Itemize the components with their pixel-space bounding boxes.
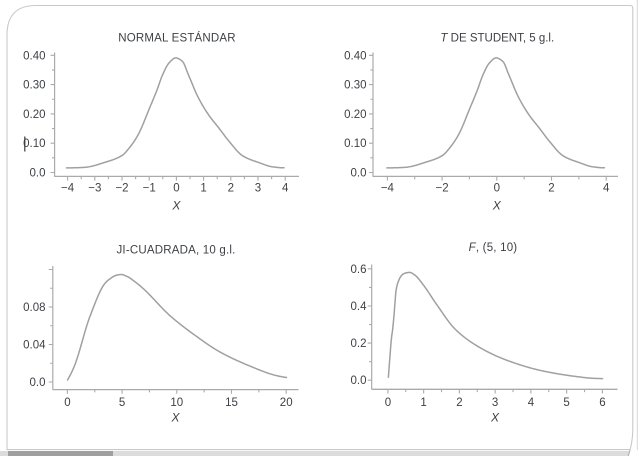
svg-text:0.30: 0.30: [344, 80, 366, 92]
svg-text:0.20: 0.20: [23, 109, 45, 121]
svg-text:NORMAL ESTÁNDAR: NORMAL ESTÁNDAR: [118, 32, 236, 45]
svg-text:1: 1: [200, 183, 206, 195]
svg-text:2: 2: [228, 183, 234, 195]
svg-text:0.0: 0.0: [30, 377, 46, 389]
svg-text:0.4: 0.4: [351, 301, 368, 313]
svg-text:0: 0: [385, 397, 391, 409]
svg-text:−2: −2: [436, 183, 449, 195]
svg-text:4: 4: [603, 183, 610, 195]
svg-text:0: 0: [64, 397, 70, 409]
svg-text:−4: −4: [61, 183, 75, 195]
svg-text:X: X: [171, 199, 181, 213]
svg-text:5: 5: [563, 397, 569, 409]
svg-text:0.04: 0.04: [23, 340, 46, 352]
svg-text:5: 5: [119, 397, 125, 409]
svg-text:X: X: [170, 411, 180, 425]
svg-text:0.6: 0.6: [351, 264, 367, 276]
svg-text:0.30: 0.30: [23, 80, 45, 92]
svg-text:−1: −1: [143, 183, 156, 195]
svg-text:15: 15: [225, 397, 238, 409]
svg-text:4: 4: [282, 183, 289, 195]
svg-text:−4: −4: [381, 183, 395, 195]
svg-text:6: 6: [599, 397, 605, 409]
svg-text:0.10: 0.10: [23, 138, 45, 150]
svg-text:10: 10: [170, 397, 183, 409]
svg-text:JI-CUADRADA, 10 g.l.: JI-CUADRADA, 10 g.l.: [116, 245, 235, 257]
svg-text:0: 0: [173, 183, 179, 195]
svg-text:1: 1: [420, 397, 426, 409]
svg-text:0.0: 0.0: [351, 375, 367, 387]
svg-text:T DE STUDENT, 5 g.l.: T DE STUDENT, 5 g.l.: [440, 33, 554, 45]
svg-text:0.0: 0.0: [351, 168, 367, 180]
svg-text:2: 2: [548, 183, 554, 195]
svg-text:0.10: 0.10: [344, 138, 366, 150]
svg-text:3: 3: [255, 183, 261, 195]
svg-text:X: X: [490, 411, 500, 425]
svg-text:X: X: [492, 199, 502, 213]
svg-text:0.40: 0.40: [23, 50, 45, 62]
svg-text:20: 20: [280, 397, 293, 409]
svg-text:F, (5, 10): F, (5, 10): [469, 242, 518, 254]
svg-text:−2: −2: [115, 183, 128, 195]
svg-text:0.2: 0.2: [351, 338, 367, 350]
svg-text:4: 4: [528, 397, 535, 409]
svg-text:0.40: 0.40: [344, 50, 366, 62]
svg-text:0.20: 0.20: [344, 109, 366, 121]
svg-text:3: 3: [492, 397, 498, 409]
svg-text:−3: −3: [88, 183, 101, 195]
svg-text:0.08: 0.08: [23, 302, 45, 314]
svg-text:0: 0: [494, 183, 500, 195]
svg-text:0.0: 0.0: [30, 168, 46, 180]
svg-text:2: 2: [456, 397, 462, 409]
